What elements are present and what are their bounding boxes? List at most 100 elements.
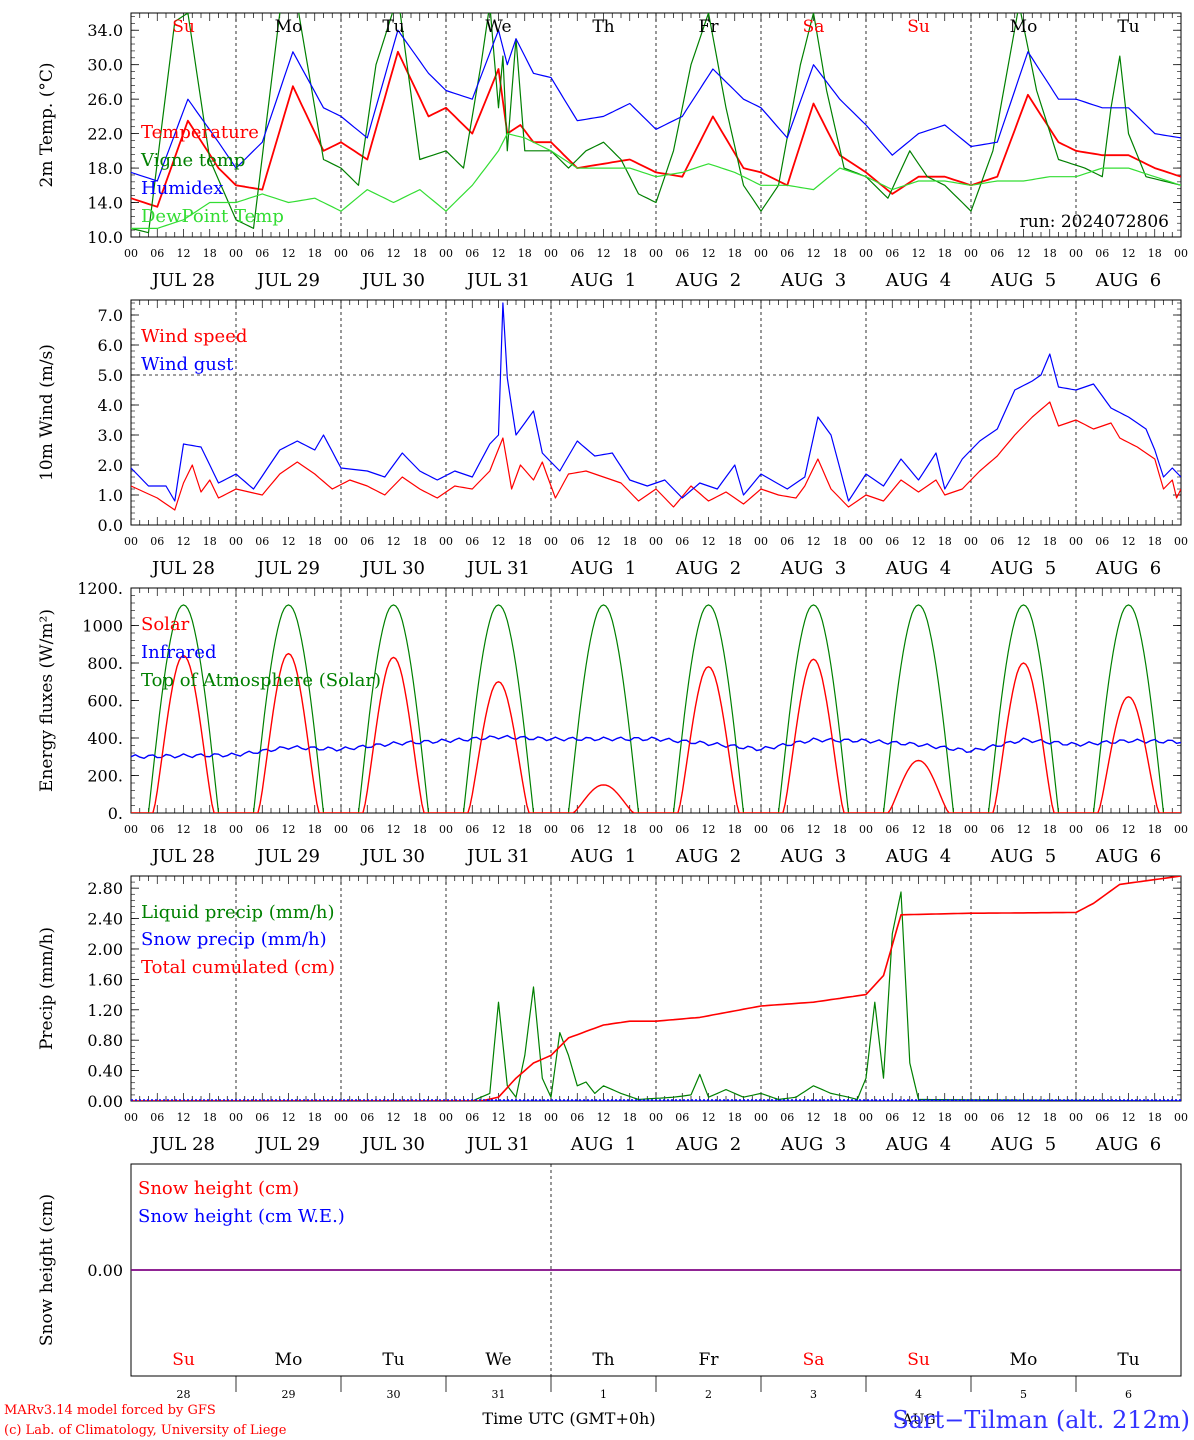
panel-energy: 00 06 12 18 JUL 28 00 06 12 18 JUL 29 00 06 12 18 JUL … (37, 579, 1188, 867)
hour-label: 00 (649, 247, 663, 260)
total-cumulated-cm-line (131, 876, 1181, 1101)
legend-entry: Snow height (cm W.E.) (138, 1206, 345, 1227)
day-label: AUG 3 (780, 558, 846, 579)
hour-label: 12 (387, 247, 401, 260)
panel-wind: 00 06 12 18 JUL 28 00 06 12 18 JUL 29 00 06 12 18 JUL … (37, 299, 1188, 579)
hour-label: 00 (124, 535, 138, 548)
day-label: JUL 30 (360, 846, 425, 867)
vigne-temp-line (131, 13, 1181, 234)
y-tick-label: 26.0 (87, 90, 123, 109)
temperature-line (131, 50, 1181, 208)
day-number-label: 31 (492, 1388, 506, 1401)
hour-label: 00 (1069, 535, 1083, 548)
hour-label: 06 (360, 535, 374, 548)
hour-label: 12 (702, 823, 716, 836)
weekday-label-bottom: We (485, 1350, 511, 1370)
hour-label: 06 (1095, 1111, 1109, 1124)
hour-label: 18 (308, 823, 322, 836)
hour-label: 18 (938, 1111, 952, 1124)
weekday-label-bottom: Mo (1010, 1350, 1038, 1370)
hour-label: 06 (150, 823, 164, 836)
y-tick-label: 1000 (82, 617, 123, 636)
day-label: JUL 28 (150, 1134, 215, 1155)
solar-line (131, 652, 1181, 813)
hour-label: 12 (807, 247, 821, 260)
hour-label: 18 (728, 247, 742, 260)
hour-label: 12 (912, 1111, 926, 1124)
hour-label: 06 (990, 247, 1004, 260)
hour-label: 12 (177, 247, 191, 260)
hour-label: 12 (492, 247, 506, 260)
hour-label: 00 (754, 247, 768, 260)
y-tick-label: 6.0 (98, 336, 123, 355)
hour-label: 00 (229, 1111, 243, 1124)
hour-label: 06 (1095, 823, 1109, 836)
hour-label: 18 (728, 1111, 742, 1124)
weekday-label: Fr (699, 17, 720, 37)
hour-label: 12 (912, 535, 926, 548)
hour-label: 00 (544, 823, 558, 836)
legend-entry: Total cumulated (cm) (141, 957, 335, 978)
hour-label: 06 (885, 247, 899, 260)
hour-label: 00 (124, 823, 138, 836)
hour-label: 06 (780, 823, 794, 836)
hour-label: 18 (1148, 823, 1162, 836)
legend-entry: Snow precip (mm/h) (141, 929, 327, 950)
day-number-label: 1 (600, 1388, 607, 1401)
day-label: JUL 31 (465, 558, 530, 579)
day-label: JUL 30 (360, 270, 425, 291)
hour-label: 06 (675, 1111, 689, 1124)
hour-label: 18 (518, 247, 532, 260)
y-tick-label: 1.60 (87, 970, 123, 989)
day-label: AUG 2 (675, 558, 741, 579)
hour-label: 12 (702, 247, 716, 260)
hour-label: 00 (1174, 247, 1188, 260)
day-label: AUG 4 (885, 1134, 951, 1155)
weekday-label: Tu (382, 17, 404, 37)
y-tick-label: 800. (87, 654, 123, 673)
hour-label: 18 (1043, 535, 1057, 548)
weekday-label-bottom: Tu (382, 1350, 404, 1370)
hour-label: 12 (1017, 1111, 1031, 1124)
hour-label: 00 (754, 535, 768, 548)
hour-label: 06 (465, 1111, 479, 1124)
weekday-label-bottom: Mo (275, 1350, 303, 1370)
hour-label: 00 (334, 247, 348, 260)
day-label: AUG 5 (990, 558, 1056, 579)
hour-label: 00 (964, 1111, 978, 1124)
day-label: JUL 30 (360, 558, 425, 579)
day-number-label: 3 (810, 1388, 817, 1401)
y-tick-label: 1.0 (98, 486, 123, 505)
hour-label: 06 (780, 1111, 794, 1124)
hour-label: 06 (360, 823, 374, 836)
y-tick-label: 0.0 (98, 516, 123, 535)
hour-label: 06 (360, 247, 374, 260)
hour-label: 06 (885, 1111, 899, 1124)
hour-label: 12 (807, 1111, 821, 1124)
hour-label: 18 (1148, 247, 1162, 260)
hour-label: 18 (833, 247, 847, 260)
legend-entry: Solar (141, 614, 190, 635)
weekday-label-bottom: Th (592, 1350, 614, 1370)
y-tick-label: 2.0 (98, 456, 123, 475)
hour-label: 06 (675, 247, 689, 260)
hour-label: 12 (1017, 823, 1031, 836)
legend-entry: Wind speed (141, 326, 247, 347)
hour-label: 00 (439, 535, 453, 548)
hour-label: 18 (413, 247, 427, 260)
plot-area (131, 876, 1181, 1101)
hour-label: 00 (1174, 823, 1188, 836)
weekday-label: Mo (1010, 17, 1038, 37)
lab-credit: (c) Lab. of Climatology, University of L… (4, 1423, 287, 1438)
day-label: AUG 5 (990, 846, 1056, 867)
hour-label: 06 (150, 247, 164, 260)
legend-entry: Wind gust (141, 354, 234, 375)
y-tick-label: 0.00 (87, 1092, 123, 1111)
hour-label: 00 (544, 1111, 558, 1124)
hour-label: 12 (702, 1111, 716, 1124)
hour-label: 12 (387, 823, 401, 836)
hour-label: 18 (938, 535, 952, 548)
hour-label: 12 (1017, 535, 1031, 548)
hour-label: 06 (465, 535, 479, 548)
y-tick-label: 10.0 (87, 228, 123, 247)
